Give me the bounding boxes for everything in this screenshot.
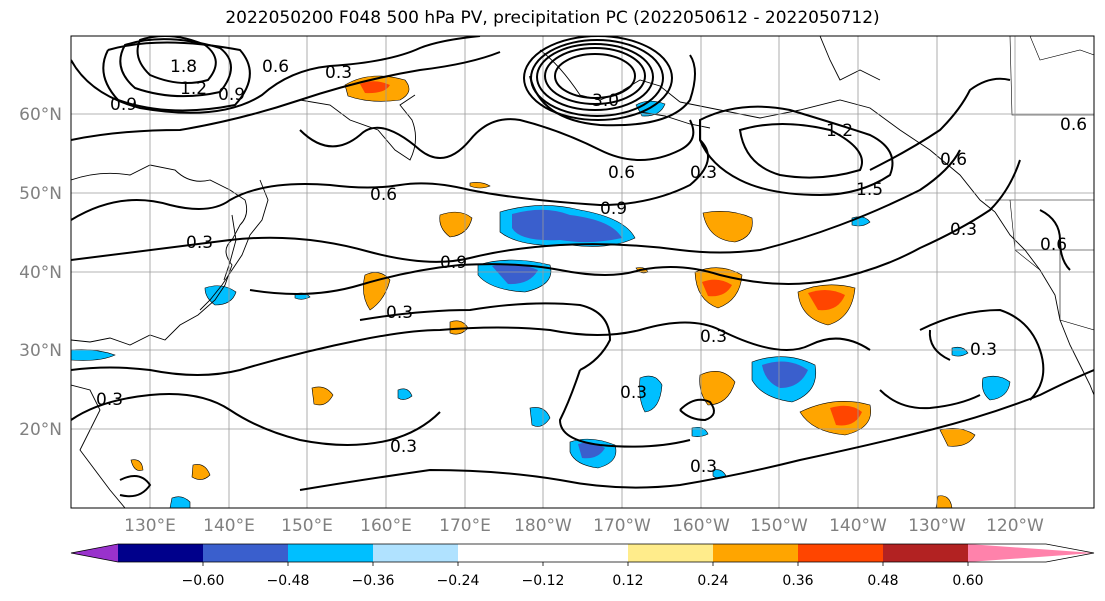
colorbar-swatch (118, 544, 203, 562)
contour-label: 0.9 (110, 95, 137, 115)
colorbar-extend-min (71, 544, 118, 562)
contour-label: 0.6 (262, 57, 289, 77)
colorbar-tick-label: 0.24 (697, 573, 728, 589)
gridlines (71, 36, 1094, 508)
map-panel: 1.8 1.2 0.9 0.6 0.3 0.9 3.0 1.2 1.5 0.6 … (71, 36, 1094, 508)
lat-label: 40°N (19, 263, 62, 283)
lon-label: 170°E (439, 516, 491, 536)
contour-label: 0.3 (970, 340, 997, 360)
colorbar: −0.60 −0.48 −0.36 −0.24 −0.12 0.12 0.24 … (70, 543, 1095, 589)
contour-labels: 1.8 1.2 0.9 0.6 0.3 0.9 3.0 1.2 1.5 0.6 … (96, 57, 1087, 477)
colorbar-swatch (458, 544, 543, 562)
colorbar-swatch (543, 544, 628, 562)
colorbar-tick-label: 0.60 (952, 573, 983, 589)
lon-label: 150°E (281, 516, 333, 536)
contour-label: 1.5 (856, 180, 883, 200)
lon-label: 150°W (750, 516, 808, 536)
lon-label: 120°W (986, 516, 1044, 536)
colorbar-tick-label: −0.36 (352, 573, 395, 589)
contour-label: 0.3 (96, 390, 123, 410)
contour-label: 0.6 (608, 163, 635, 183)
colorbar-swatch (203, 544, 288, 562)
contour-label: 0.3 (620, 383, 647, 403)
colorbar-swatch (373, 544, 458, 562)
colorbar-swatch (713, 544, 798, 562)
colorbar-swatch (883, 544, 968, 562)
lon-label: 160°E (360, 516, 412, 536)
contour-label: 0.3 (325, 63, 352, 83)
contour-label: 3.0 (592, 91, 619, 111)
lat-label: 60°N (19, 105, 62, 125)
colorbar-swatch (798, 544, 883, 562)
latitude-labels: 60°N 50°N 40°N 30°N 20°N (19, 105, 62, 440)
contour-label: 0.9 (600, 199, 627, 219)
map-border (70, 35, 1095, 509)
contour-label: 0.6 (1060, 115, 1087, 135)
lon-label: 170°W (593, 516, 651, 536)
contour-label: 0.3 (386, 303, 413, 323)
colorbar-swatch (288, 544, 373, 562)
colorbar-tick-label: −0.24 (437, 573, 480, 589)
contour-label: 0.9 (440, 253, 467, 273)
contour-label: 0.6 (1040, 235, 1067, 255)
lon-label: 160°W (672, 516, 730, 536)
colorbar-tick-label: −0.48 (267, 573, 310, 589)
contour-label: 0.3 (186, 233, 213, 253)
lon-label: 140°E (203, 516, 255, 536)
lon-label: 130°E (124, 516, 176, 536)
lat-label: 50°N (19, 184, 62, 204)
colorbar-tick-label: 0.48 (867, 573, 898, 589)
contour-label: 1.2 (826, 121, 853, 141)
colorbar-tick-label: 0.36 (782, 573, 813, 589)
longitude-labels: 130°E 140°E 150°E 160°E 170°E 180°W 170°… (124, 516, 1044, 536)
contour-label: 0.6 (370, 185, 397, 205)
contour-label: 0.3 (690, 163, 717, 183)
contour-label: 0.6 (940, 150, 967, 170)
contour-label: 0.3 (390, 437, 417, 457)
colorbar-tick-label: 0.12 (612, 573, 643, 589)
lon-label: 130°W (908, 516, 966, 536)
contour-label: 0.3 (700, 327, 727, 347)
colorbar-tick-label: −0.60 (182, 573, 225, 589)
colorbar-tick-label: −0.12 (522, 573, 565, 589)
colorbar-extend-max (968, 544, 1094, 562)
contour-label: 1.2 (180, 79, 207, 99)
contour-label: 1.8 (170, 57, 197, 77)
map-title: 2022050200 F048 500 hPa PV, precipitatio… (225, 8, 880, 28)
lon-label: 180°W (514, 516, 572, 536)
contour-label: 0.3 (690, 457, 717, 477)
pv-contours (71, 36, 1094, 498)
colorbar-swatch (628, 544, 713, 562)
lat-label: 20°N (19, 420, 62, 440)
contour-label: 0.3 (950, 220, 977, 240)
contour-label: 0.9 (218, 85, 245, 105)
lat-label: 30°N (19, 341, 62, 361)
lon-label: 140°W (829, 516, 887, 536)
